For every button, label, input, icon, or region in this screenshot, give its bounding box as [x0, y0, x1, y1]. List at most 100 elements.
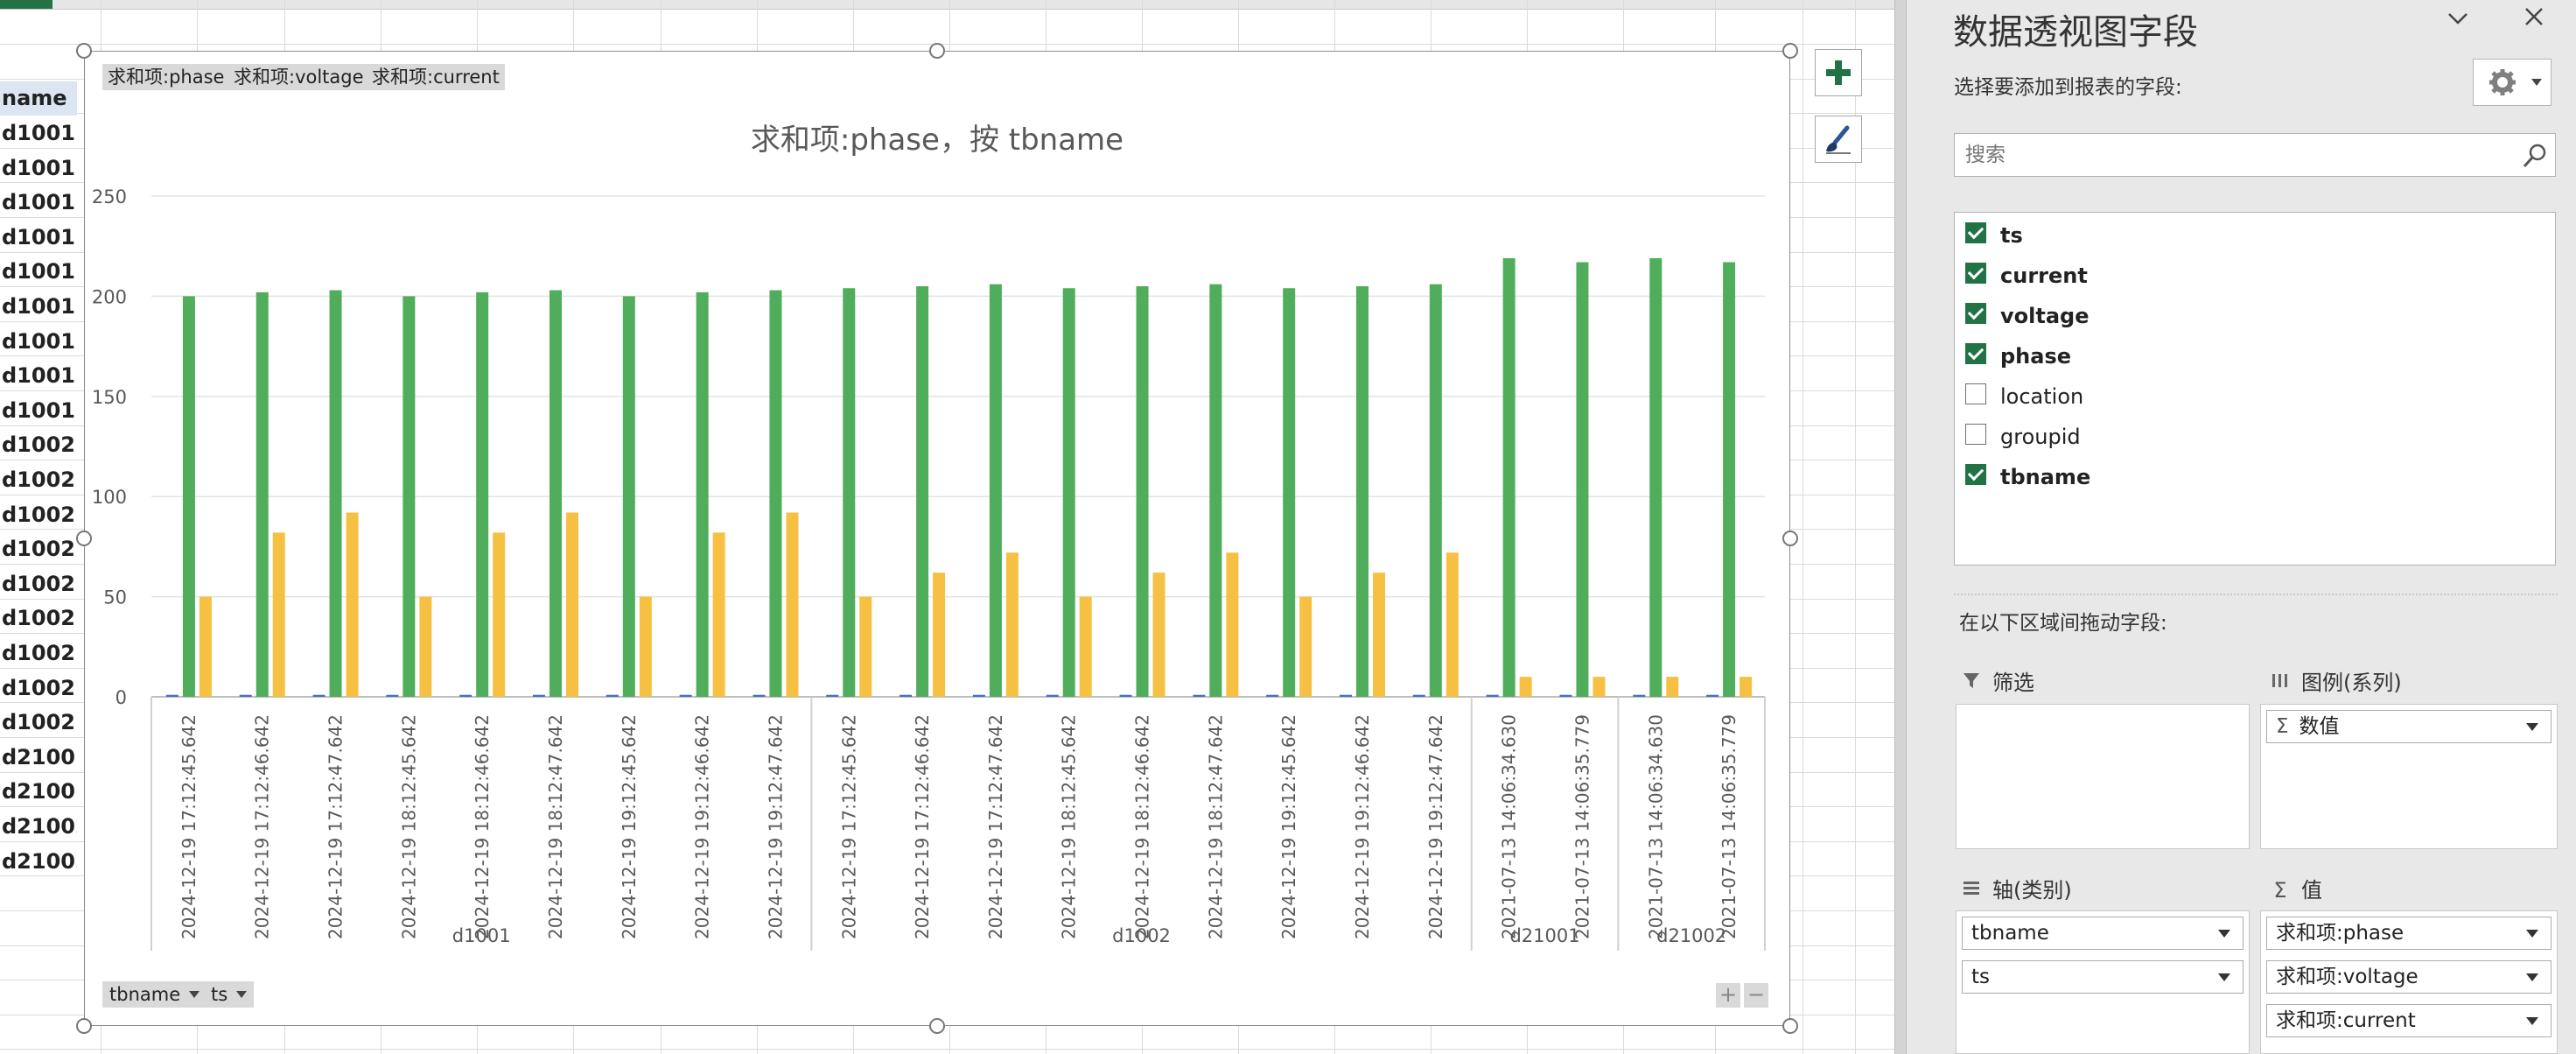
chart-styles-button[interactable]	[1815, 116, 1862, 163]
resize-handle-left[interactable]	[76, 531, 92, 546]
field-item-ts[interactable]: ts	[1965, 216, 2023, 255]
axis-field-label-ts: ts	[211, 984, 228, 1005]
checkbox-current[interactable]	[1965, 263, 1986, 284]
x-tick-label: 2021-07-13 14:06:35.779	[1718, 714, 1740, 939]
bar	[182, 296, 195, 697]
bar	[1559, 694, 1572, 697]
collapse-field-button[interactable]: −	[1744, 983, 1768, 1008]
pivot-chart[interactable]: 求和项:phase 求和项:voltage 求和项:current 求和项:ph…	[84, 51, 1790, 1026]
search-input[interactable]	[1964, 134, 2492, 176]
legend-item-values[interactable]: Σ 数值	[2266, 710, 2552, 743]
sheet-cell[interactable]: d1001	[2, 190, 75, 215]
legend-area[interactable]: Σ 数值	[2260, 704, 2558, 849]
sheet-cell[interactable]: d1002	[2, 606, 75, 631]
resize-handle-bottom[interactable]	[929, 1018, 945, 1034]
drag-fields-label: 在以下区域间拖动字段:	[1959, 612, 2167, 635]
sheet-cell[interactable]: d1002	[2, 502, 75, 527]
checkbox-location[interactable]	[1965, 383, 1986, 404]
dropdown-arrow-icon	[2526, 930, 2538, 938]
chevron-down-icon[interactable]	[2446, 11, 2469, 28]
dropdown-arrow-icon	[2526, 1017, 2538, 1025]
sheet-cell[interactable]: d1001	[2, 363, 75, 389]
field-item-location[interactable]: location	[1965, 377, 2083, 416]
bar	[1486, 694, 1499, 697]
value-item-voltage[interactable]: 求和项:voltage	[2266, 960, 2552, 994]
resize-handle-top[interactable]	[929, 43, 945, 59]
x-tick-label: 2024-12-19 18:12:46.642	[472, 714, 493, 939]
checkbox-phase[interactable]	[1965, 343, 1986, 364]
search-icon[interactable]	[2522, 143, 2548, 169]
bar	[459, 694, 472, 697]
sheet-cell[interactable]: d1001	[2, 224, 75, 249]
sheet-cell[interactable]: d1001	[2, 155, 75, 180]
axis-item-ts[interactable]: ts	[1962, 960, 2244, 994]
sheet-cell[interactable]: d1002	[2, 641, 75, 665]
bar	[312, 694, 326, 697]
value-field-button-current[interactable]: 求和项:current	[367, 64, 505, 90]
x-tick-label: 2021-07-13 14:06:34.630	[1499, 714, 1520, 939]
field-search[interactable]	[1954, 133, 2556, 177]
resize-handle-right[interactable]	[1782, 531, 1798, 546]
values-area[interactable]: 求和项:phase 求和项:voltage 求和项:current	[2260, 910, 2558, 1054]
y-tick-label: 100	[92, 487, 127, 508]
tools-button[interactable]	[2473, 59, 2552, 106]
field-item-voltage[interactable]: voltage	[1965, 297, 2089, 335]
pane-splitter[interactable]	[1894, 0, 1907, 1054]
resize-handle-top-left[interactable]	[76, 43, 92, 59]
category-group-label: d1001	[452, 925, 511, 946]
sheet-cell[interactable]: d1001	[2, 294, 75, 319]
category-group-label: d1002	[1112, 925, 1171, 946]
axis-item-tbname[interactable]: tbname	[1962, 917, 2244, 950]
close-icon[interactable]	[2523, 5, 2545, 28]
sheet-cell[interactable]: d1002	[2, 432, 75, 458]
sheet-cell[interactable]: d1001	[2, 397, 75, 423]
sheet-cell[interactable]: d1002	[2, 710, 75, 735]
field-item-tbname[interactable]: tbname	[1965, 458, 2090, 496]
sheet-cell[interactable]: d1001	[2, 328, 75, 354]
x-tick-label: 2024-12-19 19:12:47.642	[1425, 714, 1446, 939]
x-tick-label: 2021-07-13 14:06:34.630	[1645, 714, 1666, 939]
axis-field-button-tbname[interactable]: tbname	[102, 981, 207, 1008]
expand-field-button[interactable]: +	[1716, 983, 1740, 1008]
resize-handle-bottom-left[interactable]	[76, 1018, 92, 1034]
field-item-current[interactable]: current	[1965, 256, 2088, 295]
sheet-cell[interactable]: d1002	[2, 467, 75, 492]
x-tick-label: 2024-12-19 19:12:46.642	[692, 714, 713, 939]
bar	[1666, 677, 1679, 697]
filter-icon	[1959, 671, 1984, 695]
bar	[1062, 288, 1075, 697]
chart-elements-button[interactable]	[1815, 49, 1862, 96]
value-field-button-phase[interactable]: 求和项:phase	[102, 64, 230, 90]
value-item-phase[interactable]: 求和项:phase	[2266, 917, 2552, 950]
field-item-groupid[interactable]: groupid	[1965, 418, 2081, 456]
value-field-button-voltage[interactable]: 求和项:voltage	[228, 64, 369, 90]
bar	[1152, 573, 1166, 697]
checkbox-voltage[interactable]	[1965, 303, 1986, 324]
sheet-cell[interactable]: d1001	[2, 259, 75, 285]
bar	[712, 532, 725, 697]
filters-area[interactable]	[1956, 704, 2250, 849]
column-header-cell[interactable]: name	[0, 81, 77, 116]
sheet-cell[interactable]: d1002	[2, 537, 75, 562]
checkbox-groupid[interactable]	[1965, 424, 1986, 445]
bar	[329, 290, 342, 697]
resize-handle-bottom-right[interactable]	[1782, 1018, 1798, 1034]
field-item-phase[interactable]: phase	[1965, 337, 2071, 376]
sheet-cell[interactable]: d21001	[2, 779, 77, 805]
sheet-cell[interactable]: d21002	[2, 814, 77, 839]
sheet-cell[interactable]: d1001	[2, 121, 75, 145]
sheet-cell[interactable]: d21002	[2, 848, 77, 874]
checkbox-tbname[interactable]	[1965, 464, 1986, 485]
dropdown-arrow-icon	[2526, 973, 2538, 981]
checkbox-ts[interactable]	[1965, 222, 1986, 243]
sheet-cell[interactable]: d1002	[2, 675, 75, 700]
y-tick-label: 0	[116, 687, 127, 708]
value-item-current[interactable]: 求和项:current	[2266, 1004, 2552, 1037]
sheet-cell[interactable]: d21001	[2, 744, 77, 769]
bar	[256, 292, 269, 697]
sheet-cell[interactable]: d1002	[2, 571, 75, 596]
x-tick-label: 2024-12-19 18:12:46.642	[1132, 714, 1153, 939]
resize-handle-top-right[interactable]	[1782, 43, 1798, 59]
axis-field-button-ts[interactable]: ts	[204, 981, 255, 1008]
axis-area[interactable]: tbname ts	[1956, 910, 2250, 1054]
